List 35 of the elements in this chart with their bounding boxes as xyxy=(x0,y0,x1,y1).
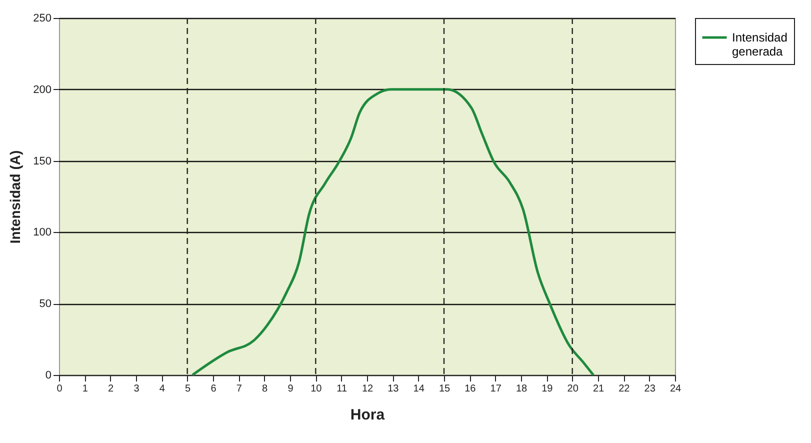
x-tick-label: 1 xyxy=(82,384,88,394)
x-axis-title: Hora xyxy=(350,406,386,424)
x-tick-label: 0 xyxy=(56,384,63,394)
y-tick-label: 250 xyxy=(33,12,52,24)
x-tick-label: 4 xyxy=(159,384,166,394)
x-tick-label: 24 xyxy=(670,384,682,394)
x-tick-label: 14 xyxy=(413,384,425,394)
x-tick-label: 11 xyxy=(336,384,348,394)
x-tick-label: 17 xyxy=(490,384,502,394)
y-tick-label: 0 xyxy=(45,370,52,382)
x-tick-label: 18 xyxy=(516,384,528,394)
y-tick-label: 100 xyxy=(33,226,52,239)
x-tick-label: 21 xyxy=(592,384,604,394)
x-tick-label: 9 xyxy=(288,384,294,394)
x-tick-label: 20 xyxy=(567,384,579,394)
line-series xyxy=(191,88,595,376)
x-tick-label: 15 xyxy=(438,384,450,394)
x-tick-label: 6 xyxy=(210,384,217,394)
x-tick-label: 13 xyxy=(388,384,400,394)
x-tick-label: 19 xyxy=(542,384,554,394)
y-tick-label: 150 xyxy=(33,155,52,168)
x-tick-label: 7 xyxy=(236,384,242,394)
y-tick-label: 200 xyxy=(33,84,52,96)
x-tick-label: 5 xyxy=(185,384,192,394)
x-tick-label: 10 xyxy=(310,384,322,394)
y-tick-label: 50 xyxy=(39,298,52,310)
x-tick-label: 22 xyxy=(618,384,630,394)
y-axis-title: Intensidad (A) xyxy=(7,150,24,244)
x-tick-label: 2 xyxy=(108,384,114,394)
x-tick-label: 23 xyxy=(644,384,656,394)
x-tick-label: 8 xyxy=(262,384,268,394)
legend-label: Intensidad generada xyxy=(732,30,788,58)
x-tick-label: 16 xyxy=(464,384,476,394)
x-tick-label: 12 xyxy=(362,384,374,394)
x-tick-label: 3 xyxy=(134,384,140,394)
